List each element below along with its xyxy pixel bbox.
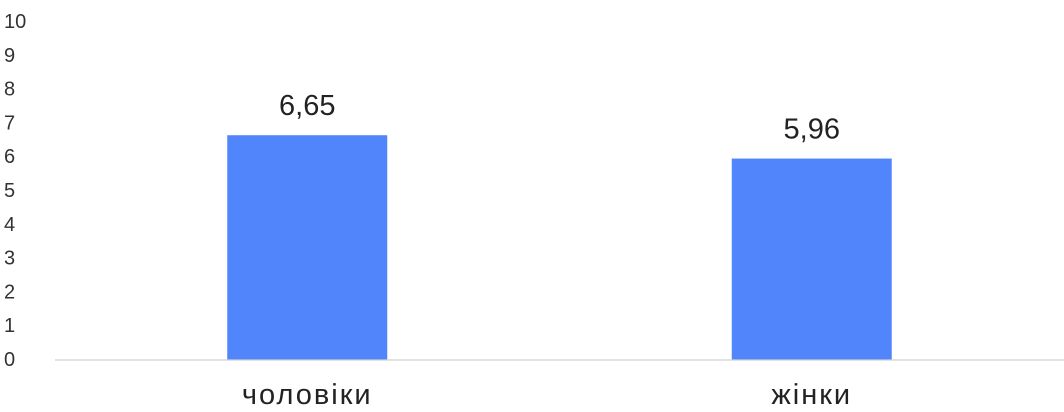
y-tick-label: 2 (4, 281, 15, 303)
bar (227, 135, 388, 360)
y-tick-label: 1 (4, 315, 15, 337)
y-tick-label: 3 (4, 248, 15, 270)
category-label: жінки (771, 379, 852, 411)
category-label: чоловіки (242, 379, 373, 411)
bar-value-label: 5,96 (784, 114, 840, 146)
data-labels: 6,65 5,96 (279, 90, 840, 145)
y-axis-ticks: 0 1 2 3 4 5 6 7 8 9 10 (4, 11, 26, 371)
bar-value-label: 6,65 (279, 90, 335, 122)
y-tick-label: 7 (4, 112, 15, 134)
y-tick-label: 8 (4, 79, 15, 101)
y-tick-label: 9 (4, 45, 15, 67)
bars (227, 135, 892, 360)
y-tick-label: 10 (4, 11, 26, 33)
y-tick-label: 6 (4, 146, 15, 168)
y-tick-label: 4 (4, 214, 15, 236)
y-tick-label: 5 (4, 180, 15, 202)
category-labels: чоловіки жінки (242, 379, 852, 411)
y-tick-label: 0 (4, 349, 15, 371)
bar (731, 158, 892, 360)
